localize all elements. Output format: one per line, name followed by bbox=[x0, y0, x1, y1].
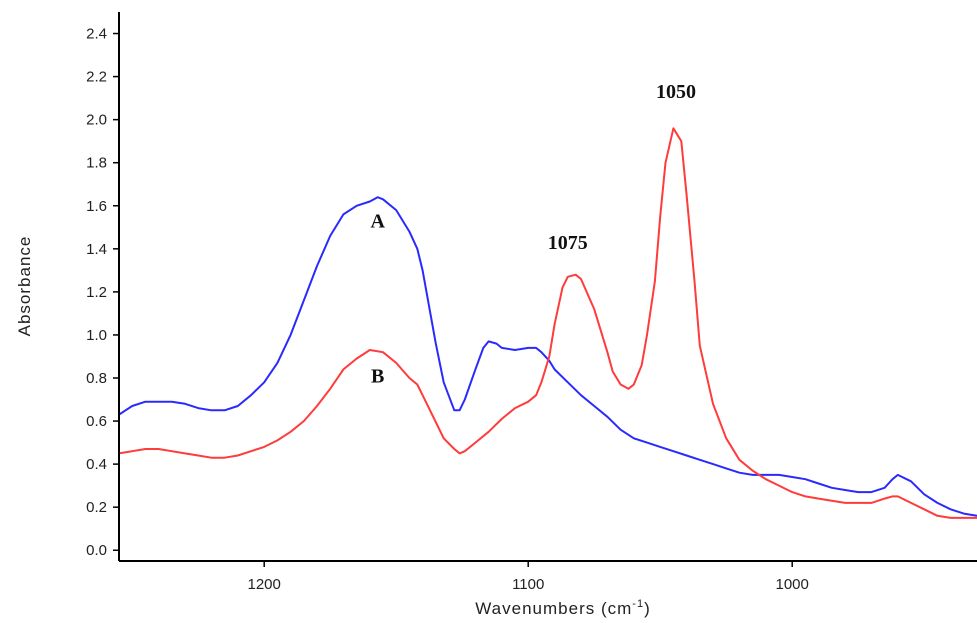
y-tick-label: 1.2 bbox=[86, 284, 107, 301]
y-tick-label: 0.2 bbox=[86, 499, 107, 516]
annotation-1050: 1050 bbox=[656, 81, 696, 103]
y-tick-label: 0.4 bbox=[86, 456, 107, 473]
y-tick-label: 0.0 bbox=[86, 542, 107, 559]
y-tick-label: 0.8 bbox=[86, 370, 107, 387]
annotation-b: B bbox=[371, 365, 384, 387]
x-tick-label: 1000 bbox=[776, 576, 809, 593]
y-axis-ticks: 0.0 0.2 0.4 0.6 0.8 1.0 1.2 1.4 1.6 1.8 2.0 2.2 2.4 bbox=[86, 26, 119, 559]
annotation-a: A bbox=[370, 210, 385, 232]
y-tick-label: 1.6 bbox=[86, 198, 107, 215]
y-tick-label: 2.0 bbox=[86, 112, 107, 129]
x-axis-title-sup: -1 bbox=[632, 598, 644, 610]
series-b-line bbox=[118, 127, 977, 519]
series-a-line bbox=[118, 196, 977, 517]
y-tick-label: 2.4 bbox=[86, 26, 107, 43]
annotations-layer: A B 1075 1050 bbox=[370, 81, 696, 387]
y-axis-title: Absorbance bbox=[15, 236, 34, 337]
y-tick-label: 1.0 bbox=[86, 327, 107, 344]
x-axis-ticks: 1200 1100 1000 bbox=[248, 561, 809, 593]
series-layer bbox=[118, 127, 977, 519]
y-tick-label: 1.8 bbox=[86, 155, 107, 172]
x-tick-label: 1200 bbox=[248, 576, 281, 593]
x-axis-title: Wavenumbers (cm-1) bbox=[475, 598, 650, 618]
y-tick-label: 0.6 bbox=[86, 413, 107, 430]
x-axis-title-close: ) bbox=[644, 599, 651, 618]
y-tick-label: 1.4 bbox=[86, 241, 107, 258]
y-tick-label: 2.2 bbox=[86, 69, 107, 86]
x-axis-title-main: Wavenumbers (cm bbox=[475, 599, 632, 618]
x-tick-label: 1100 bbox=[512, 576, 544, 593]
annotation-1075: 1075 bbox=[548, 232, 588, 254]
